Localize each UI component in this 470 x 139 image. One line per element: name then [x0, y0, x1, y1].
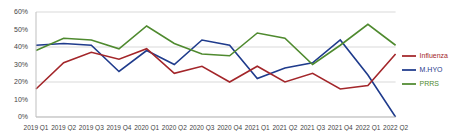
svg-text:30%: 30%	[14, 61, 28, 68]
svg-text:60%: 60%	[14, 8, 28, 15]
svg-text:2020 Q1: 2020 Q1	[134, 124, 159, 131]
svg-text:2021 Q1: 2021 Q1	[245, 124, 270, 131]
svg-text:2022 Q1: 2022 Q1	[355, 124, 380, 131]
svg-text:20%: 20%	[14, 78, 28, 85]
svg-text:2019 Q2: 2019 Q2	[51, 124, 76, 131]
html-text:M.HYO: M.HYO	[419, 65, 443, 73]
svg-text:2019 Q1: 2019 Q1	[24, 124, 49, 131]
html-text:PRRS: PRRS	[419, 79, 439, 87]
svg-text:2019 Q3: 2019 Q3	[79, 124, 104, 131]
svg-text:2021 Q2: 2021 Q2	[272, 124, 297, 131]
svg-text:2020 Q2: 2020 Q2	[162, 124, 187, 131]
svg-text:2022 Q2: 2022 Q2	[383, 124, 408, 131]
svg-text:2020 Q4: 2020 Q4	[217, 124, 242, 131]
html-text:Influenza: Influenza	[419, 51, 448, 59]
svg-text:2021 Q4: 2021 Q4	[328, 124, 353, 131]
svg-text:50%: 50%	[14, 26, 28, 33]
svg-text:0%: 0%	[18, 113, 28, 120]
svg-text:2021 Q3: 2021 Q3	[300, 124, 325, 131]
svg-text:2019 Q4: 2019 Q4	[107, 124, 132, 131]
svg-text:2020 Q3: 2020 Q3	[189, 124, 214, 131]
svg-text:40%: 40%	[14, 43, 28, 50]
svg-text:10%: 10%	[14, 96, 28, 103]
